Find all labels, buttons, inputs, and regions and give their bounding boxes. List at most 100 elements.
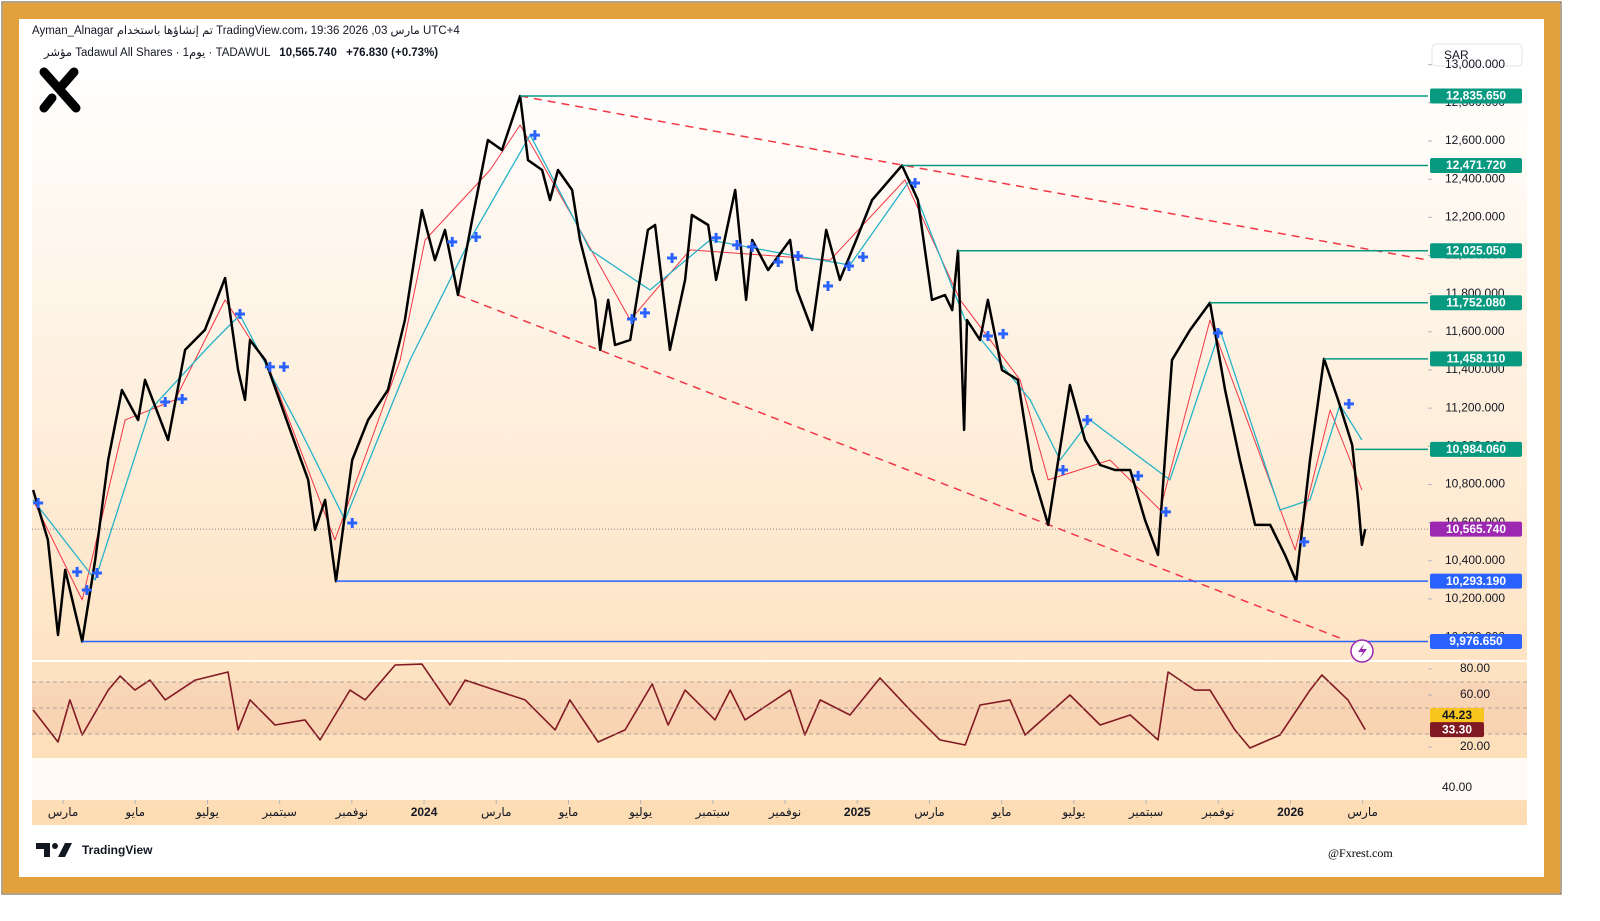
y-tick-label: 80.00 [1460, 661, 1490, 675]
y-tick-label: 10,800.000 [1445, 477, 1505, 491]
price-change: +76.830 (+0.73%) [346, 47, 438, 59]
price-tag-label: 10,984.060 [1446, 442, 1506, 456]
price-tag-label: 12,471.720 [1446, 158, 1506, 172]
signal-marker [667, 252, 678, 263]
brand: TradingView [82, 843, 153, 857]
y-tick-label: 11,600.000 [1445, 324, 1504, 338]
signal-marker [910, 177, 921, 188]
logo-shape [52, 843, 58, 849]
signal-marker [347, 517, 358, 528]
signal-marker [626, 314, 637, 325]
tradingview-logo: TradingView [36, 843, 153, 857]
signal-marker [1133, 470, 1144, 481]
price-tag [1430, 88, 1522, 104]
currency-box[interactable] [1431, 43, 1523, 67]
y-tick-label: 10,200.000 [1445, 591, 1505, 605]
price-tag [1430, 441, 1522, 457]
x-tick-label: 2026 [1277, 805, 1304, 819]
signal-marker [1082, 414, 1093, 425]
signal-marker [81, 584, 92, 595]
x-tick-label: سبتمبر [1128, 805, 1163, 820]
price-tag [1430, 722, 1484, 738]
price-pane [32, 94, 1428, 643]
price-line [32, 94, 1367, 643]
logo-stroke [39, 67, 79, 113]
price-tag [1430, 243, 1522, 259]
price-tag-label: 33.30 [1442, 722, 1472, 736]
signal-marker [91, 567, 102, 578]
price-tag-label: 11,458.110 [1447, 352, 1506, 366]
signal-marker [1058, 464, 1069, 475]
signal-marker [982, 331, 993, 342]
x-tick-label: مارس [914, 805, 945, 820]
x-tick-label: 2025 [844, 805, 871, 819]
plot-layer: 13,000.00012,800.00012,600.00012,400.000… [32, 57, 1527, 820]
rsi-line [32, 663, 1366, 749]
x-tick-label: يوليو [1061, 805, 1085, 820]
x-tick-label: يوليو [628, 805, 652, 820]
lower-pane-scale-label: 40.00 [1442, 780, 1472, 794]
y-tick-label: 60.00 [1460, 687, 1490, 701]
signal-marker [998, 328, 1009, 339]
signal-marker [639, 307, 650, 318]
x-tick-label: سبتمبر [261, 805, 296, 820]
x-tick-label: يوليو [195, 805, 219, 820]
y-tick-label: 12,400.000 [1445, 171, 1505, 185]
rsi-band [32, 682, 1527, 734]
price-tag [1430, 295, 1522, 311]
x-tick-label: نوفمبر [335, 805, 368, 820]
signal-marker [793, 251, 804, 262]
price-tag-label: 12,835.650 [1446, 89, 1506, 103]
y-tick-label: 12,600.000 [1445, 133, 1505, 147]
x-tick-label: نوفمبر [768, 805, 801, 820]
signal-marker [732, 239, 743, 250]
signal-marker [447, 236, 458, 247]
logo-shape [36, 843, 50, 857]
price-tag [1430, 521, 1522, 537]
y-tick-label: 12,200.000 [1445, 209, 1505, 223]
signal-marker [278, 361, 289, 372]
price-tag-label: 11,752.080 [1446, 295, 1506, 309]
signal-marker [160, 397, 171, 408]
price-tag [1430, 573, 1522, 589]
x-tick-label: مايو [124, 805, 145, 820]
y-tick-label: 10,400.000 [1445, 553, 1505, 567]
signal-marker [1299, 536, 1310, 547]
signal-marker [177, 393, 188, 404]
last-price: 10,565.740 [279, 47, 337, 59]
symbol-line: مؤشر Tadawul All Shares · 1يوم · TADAWUL… [43, 47, 438, 60]
price-tag-label: 12,025.050 [1446, 243, 1506, 257]
lower-pane [32, 758, 1527, 800]
signal-marker [529, 130, 540, 141]
symbol: مؤشر Tadawul All Shares · 1يوم · TADAWUL [43, 47, 271, 60]
x-tick-label: مارس [48, 805, 79, 820]
price-line [32, 124, 1363, 601]
price-tag-label: 9,976.650 [1449, 634, 1503, 648]
signal-marker [471, 231, 482, 242]
frame-outline [1, 1, 1562, 895]
currency: SAR [1444, 48, 1469, 62]
signal-marker [33, 497, 44, 508]
y-tick-label: 20.00 [1460, 739, 1490, 753]
watermark: @Fxrest.com [1328, 846, 1393, 860]
price-tag-label: 44.23 [1442, 708, 1472, 722]
price-tag-label: 10,293.190 [1446, 574, 1506, 588]
logo [39, 67, 81, 113]
price-tag [1430, 634, 1522, 650]
signal-marker [1160, 506, 1171, 517]
x-tick-label: 2024 [411, 805, 438, 819]
signal-marker [773, 256, 784, 267]
y-tick-label: 13,000.000 [1445, 57, 1505, 71]
signal-marker [858, 252, 869, 263]
signal-marker [843, 260, 854, 271]
signal-marker [1343, 398, 1354, 409]
x-tick-label: مارس [481, 805, 512, 820]
signal-marker [747, 241, 758, 252]
x-tick-label: مايو [558, 805, 579, 820]
x-tick-label: نوفمبر [1201, 805, 1234, 820]
price-tag-label: 10,565.740 [1446, 522, 1506, 536]
rsi-pane [32, 663, 1366, 749]
header-line: Ayman_Alnagar تم إنشاؤها باستخدام Tradin… [32, 25, 460, 38]
